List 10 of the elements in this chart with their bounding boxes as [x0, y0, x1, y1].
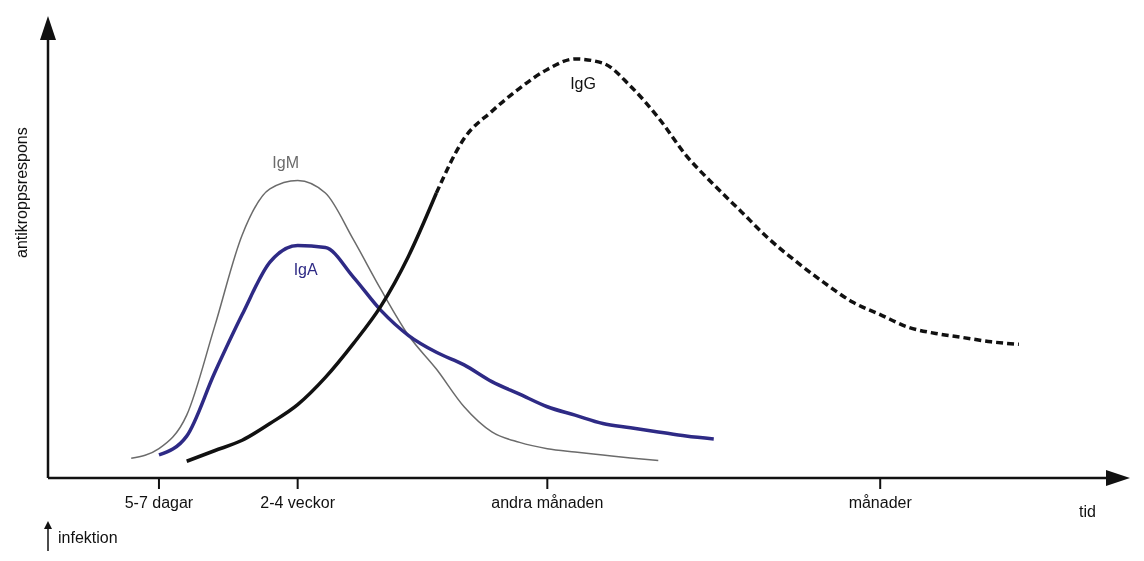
text: infektion — [58, 529, 118, 547]
x-tick-label: månader — [848, 494, 913, 511]
x-tick-label: 5-7 dagar — [124, 494, 194, 511]
series-label: IgM — [272, 154, 299, 172]
x-tick-label: andra månaden — [491, 494, 604, 511]
series-label: IgA — [293, 261, 318, 279]
series-label: IgG — [570, 74, 596, 92]
x-axis-title: tid — [1079, 503, 1096, 521]
x-tick-label: 2-4 veckor — [260, 494, 336, 511]
y-axis-title: antikroppsrespons — [12, 127, 30, 258]
